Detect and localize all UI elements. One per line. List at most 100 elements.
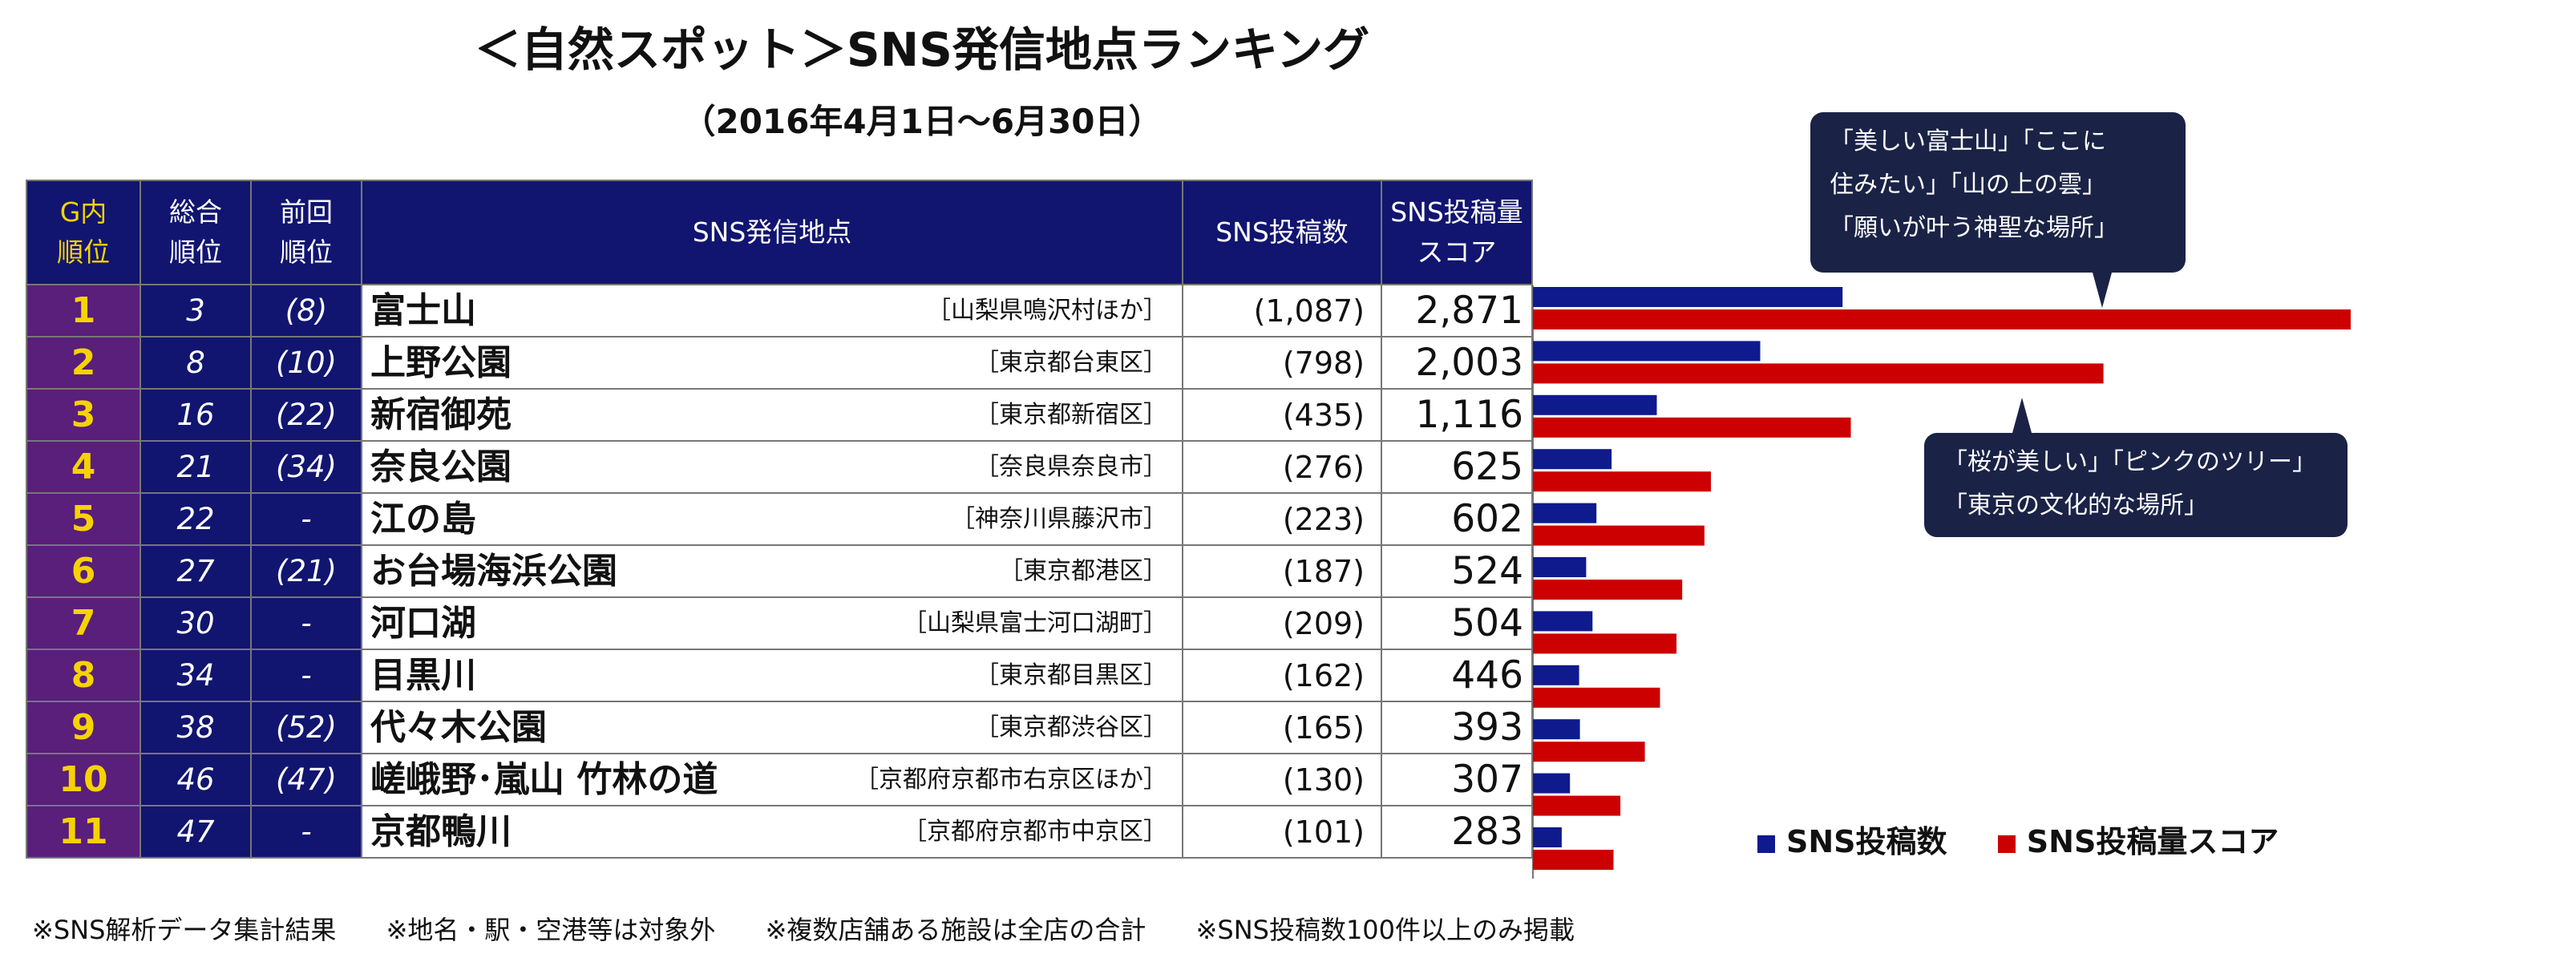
location-name: 嵯峨野･嵐山 竹林の道 [370,759,718,800]
callout-ueno-line-1: 「桜が美しい」「ピンクのツリー」 [1943,448,2316,476]
location-cell: お台場海浜公園 ［東京都港区］ [361,544,1183,598]
posts-bar [1533,773,1571,794]
prev-rank-cell: (47) [250,753,362,806]
posts-bar [1533,719,1580,740]
posts-cell: (223) [1182,492,1382,546]
score-cell: 283 [1381,805,1533,859]
location-area: ［山梨県富士河口湖町］ [903,609,1167,637]
chart-legend: SNS投稿数 SNS投稿量スコア [1757,818,2319,866]
location-cell: 嵯峨野･嵐山 竹林の道 ［京都府京都市右京区ほか］ [361,753,1183,806]
overall-rank-cell: 38 [140,701,252,754]
callout-fuji-line-1: 「美しい富士山」「ここに [1830,127,2106,156]
legend-item-posts: SNS投稿数 [1757,818,1947,866]
posts-bar [1533,449,1612,470]
legend-label-posts: SNS投稿数 [1786,824,1947,859]
callout-fuji-pointer [2093,273,2112,308]
score-bar [1533,363,2104,384]
location-cell: 奈良公園 ［奈良県奈良市］ [361,440,1183,494]
prev-rank-cell: (52) [250,701,362,754]
score-cell: 2,003 [1381,336,1533,390]
group-rank-cell: 5 [26,492,141,546]
score-cell: 446 [1381,649,1533,702]
table-row: 11 47- 京都鴨川 ［京都府京都市中京区］ (101) 283 [26,805,1533,859]
table-row: 10 46 (47) 嵯峨野･嵐山 竹林の道 ［京都府京都市右京区ほか］ (130) 307 [26,753,1533,806]
prev-rank-cell: - [250,492,362,546]
score-bar [1533,633,1677,654]
location-name: 河口湖 [370,603,476,644]
overall-rank-cell: 47 [140,805,252,859]
footnote-2: ※地名・駅・空港等は対象外 [386,915,716,945]
table-row: 4 21 (34) 奈良公園 ［奈良県奈良市］ (276) 625 [26,440,1533,494]
prev-rank-cell: - [250,805,362,859]
score-bar [1533,742,1645,762]
bar-series-group [1533,287,2351,870]
location-name: お台場海浜公園 [370,551,617,592]
callout-fuji: 「美しい富士山」「ここに 住みたい」「山の上の雲」 「願いが叶う神聖な場所」 [1810,112,2186,308]
posts-cell: (165) [1182,701,1382,754]
prev-rank-cell: (34) [250,440,362,494]
location-name: 富士山 [370,290,476,331]
location-name: 奈良公園 [370,447,512,487]
posts-cell: (101) [1182,805,1382,859]
posts-cell: (798) [1182,336,1382,390]
location-area: ［京都府京都市右京区ほか］ [855,766,1167,794]
footnote-1: ※SNS解析データ集計結果 [32,915,337,945]
table-row: 6 27 (21) お台場海浜公園 ［東京都港区］ (187) 524 [26,544,1533,598]
score-cell: 504 [1381,596,1533,650]
legend-swatch-score [1997,835,2016,853]
posts-bar [1533,503,1597,523]
prev-rank-cell: (8) [250,284,362,337]
location-cell: 新宿御苑 ［東京都新宿区］ [361,388,1183,442]
group-rank-cell: 10 [26,753,141,806]
score-bar [1533,309,2351,329]
overall-rank-cell: 21 [140,440,252,494]
location-name: 江の島 [370,499,476,540]
header-group-rank: G内 順位 [26,180,141,285]
header-score: SNS投稿量 スコア [1381,180,1533,285]
posts-cell: (276) [1182,440,1382,494]
table-row: 1 3 (8) 富士山 ［山梨県鳴沢村ほか］ (1,087) 2,871 [26,284,1533,337]
score-bar [1533,471,1711,492]
location-area: ［神奈川県藤沢市］ [951,505,1167,533]
location-cell: 代々木公園 ［東京都渋谷区］ [361,701,1183,754]
legend-item-score: SNS投稿量スコア [1997,818,2279,866]
chart-title: ＜自然スポット＞SNS発信地点ランキング [474,22,1370,77]
table-row: 8 34- 目黒川 ［東京都目黒区］ (162) 446 [26,649,1533,702]
table-header-row: G内 順位 総合 順位 前回 順位 SNS発信地点 SNS投稿数 SNS投稿量 … [26,180,1533,285]
location-area: ［東京都目黒区］ [975,661,1167,689]
prev-rank-cell: - [250,649,362,702]
table-row: 3 16 (22) 新宿御苑 ［東京都新宿区］ (435) 1,116 [26,388,1533,442]
footnotes: ※SNS解析データ集計結果 ※地名・駅・空港等は対象外 ※複数店舗ある施設は全店… [32,910,1616,950]
location-area: ［京都府京都市中京区］ [903,818,1167,846]
group-rank-cell: 8 [26,649,141,702]
score-cell: 307 [1381,753,1533,806]
posts-bar [1533,611,1593,632]
score-bar [1533,580,1683,600]
group-rank-cell: 1 [26,284,141,337]
prev-rank-cell: - [250,596,362,650]
table-row: 2 8 (10) 上野公園 ［東京都台東区］ (798) 2,003 [26,336,1533,390]
chart-subtitle: （2016年4月1日～6月30日） [681,102,1163,141]
posts-bar [1533,827,1562,847]
location-cell: 京都鴨川 ［京都府京都市中京区］ [361,805,1183,859]
score-cell: 2,871 [1381,284,1533,337]
posts-bar [1533,665,1579,685]
group-rank-cell: 4 [26,440,141,494]
prev-rank-cell: (21) [250,544,362,598]
group-rank-cell: 9 [26,701,141,754]
overall-rank-cell: 27 [140,544,252,598]
callout-fuji-line-3: 「願いが叶う神聖な場所」 [1830,214,2118,242]
group-rank-cell: 6 [26,544,141,598]
location-cell: 目黒川 ［東京都目黒区］ [361,649,1183,702]
score-bar [1533,525,1705,546]
table-row: 7 30- 河口湖 ［山梨県富士河口湖町］ (209) 504 [26,596,1533,650]
callout-fuji-line-2: 住みたい」「山の上の雲」 [1830,171,2106,199]
legend-swatch-posts [1757,835,1775,853]
posts-bar [1533,394,1657,415]
prev-rank-cell: (22) [250,388,362,442]
score-cell: 1,116 [1381,388,1533,442]
location-cell: 江の島 ［神奈川県藤沢市］ [361,492,1183,546]
location-name: 代々木公園 [370,707,547,748]
group-rank-cell: 11 [26,805,141,859]
location-area: ［山梨県鳴沢村ほか］ [927,297,1167,325]
